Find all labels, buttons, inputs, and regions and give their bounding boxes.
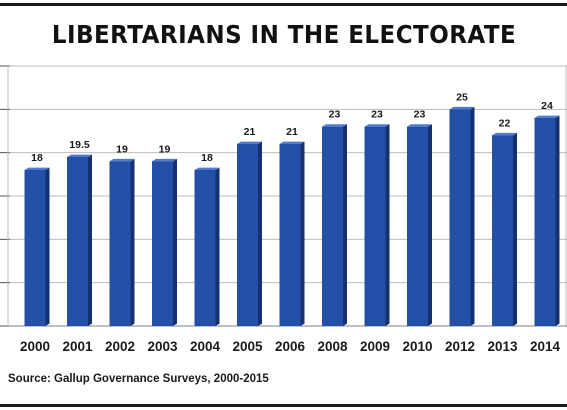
bar-top	[24, 167, 50, 170]
value-label: 18	[31, 152, 43, 164]
bar-side	[385, 124, 390, 327]
bar-top	[534, 115, 560, 118]
x-axis-ticks: 2000 2001 2002 2003 2004 2005 2006 2008 2009 2010…	[20, 339, 561, 354]
bar-side	[215, 167, 220, 326]
x-tick-label: 2005	[232, 339, 263, 354]
bar-top	[109, 158, 135, 162]
bar-top	[67, 154, 92, 157]
value-label: 21	[286, 126, 298, 138]
bar	[67, 157, 88, 326]
bar-top	[364, 124, 390, 127]
bar-side	[300, 141, 305, 326]
value-label: 22	[499, 117, 511, 129]
bar	[24, 170, 46, 326]
bar-side	[343, 124, 347, 327]
bar	[279, 144, 301, 326]
bar-top	[407, 124, 432, 127]
bar-top	[194, 167, 220, 170]
bar-side	[513, 132, 517, 326]
bar-side	[258, 141, 262, 326]
value-label: 19	[116, 143, 128, 155]
value-label: 19.5	[69, 139, 90, 151]
x-tick-label: 2014	[530, 339, 561, 354]
bar	[364, 126, 386, 327]
bar-top	[279, 141, 305, 144]
bar-top	[237, 141, 262, 144]
x-tick-label: 2009	[360, 339, 390, 354]
bar-side	[45, 167, 50, 326]
x-tick-label: 2003	[147, 339, 178, 354]
x-tick-label: 2008	[317, 339, 348, 354]
value-label: 23	[414, 109, 426, 121]
bar-top	[322, 124, 347, 127]
top-rule	[0, 3, 567, 6]
bar-top	[152, 158, 177, 162]
x-tick-label: 2010	[402, 339, 432, 354]
value-label: 25	[456, 91, 468, 103]
bar	[492, 135, 513, 326]
bottom-rule	[0, 404, 567, 407]
bar-side	[428, 124, 432, 327]
x-tick-label: 2006	[275, 339, 306, 354]
bar-top	[492, 132, 517, 136]
bar	[407, 126, 428, 327]
source-note: Source: Gallup Governance Surveys, 2000-…	[8, 373, 269, 385]
bar-side	[555, 115, 560, 326]
value-label: 24	[541, 100, 553, 112]
value-label: 21	[244, 126, 256, 138]
bar	[322, 126, 343, 327]
x-tick-label: 2001	[62, 339, 93, 354]
bar	[152, 161, 173, 326]
value-label: 19	[159, 143, 171, 155]
bar	[194, 170, 216, 326]
value-label: 23	[371, 109, 383, 121]
bar	[534, 118, 556, 326]
bar-top	[449, 106, 475, 110]
bar	[449, 109, 471, 326]
bar-side	[130, 158, 135, 326]
value-label: 18	[201, 152, 213, 164]
bar-side	[88, 154, 92, 326]
x-tick-label: 2000	[20, 339, 50, 354]
x-tick-label: 2002	[105, 339, 135, 354]
x-tick-label: 2013	[487, 339, 518, 354]
bar	[109, 161, 131, 326]
chart-title: LIBERTARIANS IN THE ELECTORATE	[51, 20, 517, 49]
value-labels: 18 19.5 19 19 18 21 21 23 23 23 25 22 24	[31, 91, 553, 164]
bar	[237, 144, 258, 326]
value-label: 23	[329, 109, 341, 121]
x-tick-label: 2004	[190, 339, 221, 354]
bar-side	[173, 158, 177, 326]
bar-side	[470, 106, 475, 326]
bar-series	[24, 106, 560, 327]
x-tick-label: 2012	[445, 339, 475, 354]
